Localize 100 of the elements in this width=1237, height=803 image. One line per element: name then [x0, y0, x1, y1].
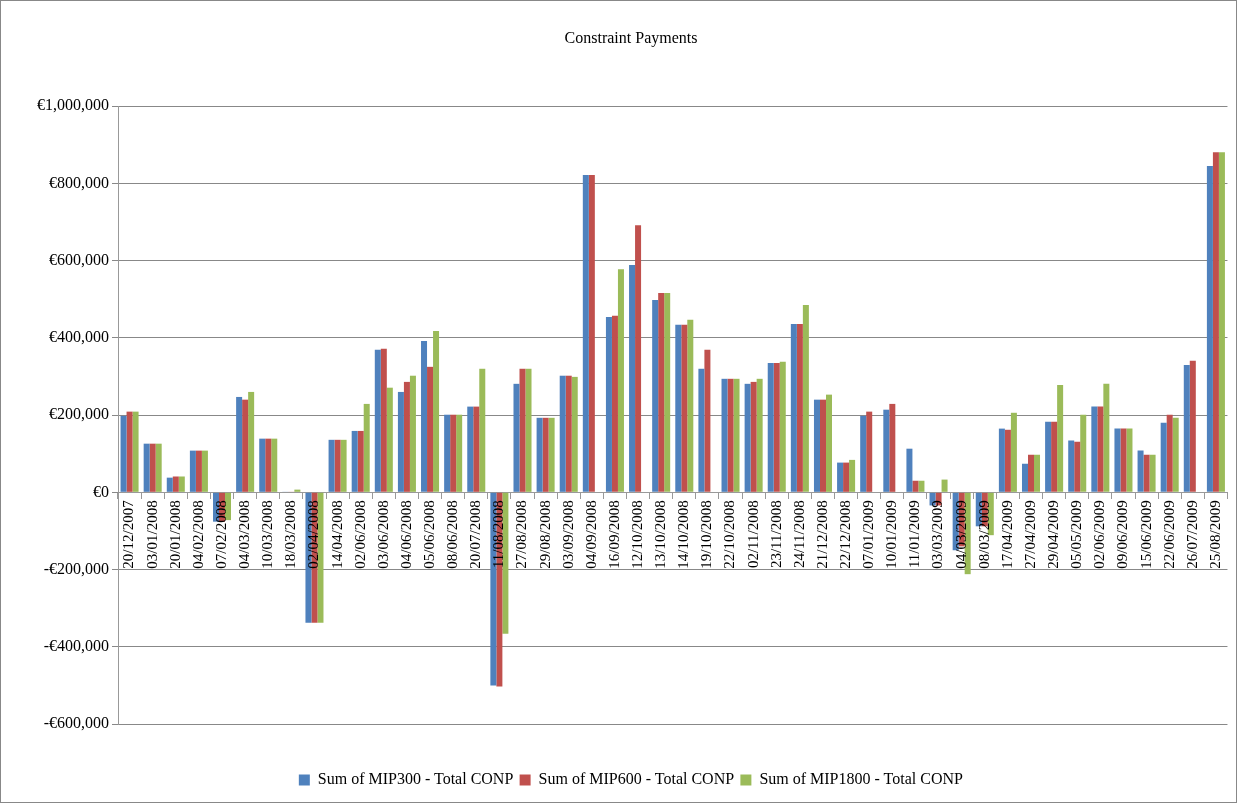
bar: [998, 428, 1005, 492]
bar: [189, 450, 196, 492]
bar: [837, 462, 844, 492]
bar: [767, 362, 774, 492]
x-tick-label: 04/03/2008: [236, 500, 253, 569]
bar: [374, 349, 381, 492]
bar: [1149, 454, 1156, 492]
bar: [790, 323, 797, 492]
y-tick-label: €0: [93, 482, 109, 500]
bar: [727, 378, 734, 492]
y-tick-label: €600,000: [49, 250, 109, 268]
x-tick-label: 07/02/2008: [212, 500, 229, 569]
bar: [1051, 421, 1058, 492]
bar: [796, 323, 803, 492]
bar: [1120, 428, 1127, 492]
bar: [1057, 384, 1064, 492]
bar: [1172, 417, 1179, 492]
x-tick-label: 07/01/2009: [860, 500, 877, 569]
x-tick-label: 20/12/2007: [120, 499, 137, 569]
bar: [433, 330, 440, 492]
bar: [351, 430, 358, 492]
x-tick-label: 27/04/2009: [1021, 500, 1038, 569]
x-tick-label: 11/08/2008: [490, 500, 507, 569]
bar: [582, 174, 589, 492]
bar: [380, 348, 387, 492]
bar: [588, 174, 595, 492]
bar: [317, 492, 324, 623]
bar: [849, 459, 856, 492]
x-tick-label: 02/06/2008: [351, 500, 368, 569]
bar: [843, 462, 850, 492]
bar: [473, 406, 480, 492]
x-tick-label: 12/10/2008: [629, 500, 645, 569]
bar: [265, 438, 272, 492]
bar: [773, 362, 780, 492]
x-tick-label: 10/03/2008: [259, 500, 276, 569]
bar: [941, 479, 948, 492]
bar: [467, 406, 474, 492]
bar: [1160, 422, 1167, 492]
bar: [271, 438, 278, 492]
x-tick-label: 05/05/2009: [1068, 500, 1085, 569]
bar: [513, 383, 520, 492]
bar: [536, 417, 543, 492]
bar: [704, 349, 711, 492]
bar: [1137, 450, 1144, 492]
bar: [328, 439, 335, 492]
bar: [444, 414, 451, 492]
bar: [611, 315, 618, 492]
bar: [294, 489, 301, 492]
x-tick-label: 09/06/2009: [1114, 500, 1131, 569]
bar: [889, 403, 896, 492]
x-tick-label: 14/10/2008: [675, 500, 692, 569]
bar: [248, 391, 255, 492]
bar: [912, 480, 919, 492]
bar: [721, 378, 728, 492]
bar: [548, 417, 555, 492]
x-tick-label: 02/04/2008: [305, 500, 322, 569]
bar: [126, 411, 133, 492]
x-tick-label: 08/06/2008: [444, 500, 461, 569]
chart-title: Constraint Payments: [564, 28, 698, 47]
bar: [652, 300, 659, 492]
bar: [733, 378, 740, 492]
bar: [658, 293, 665, 492]
bar: [166, 477, 173, 492]
x-tick-label: 16/09/2008: [605, 500, 622, 569]
x-tick-label: 22/06/2009: [1160, 500, 1177, 569]
bar: [664, 293, 671, 492]
bar: [687, 319, 694, 492]
bar: [132, 411, 139, 492]
x-tick-label: 04/02/2008: [189, 500, 206, 569]
y-tick-label: €200,000: [49, 405, 109, 423]
bar: [819, 399, 826, 492]
x-tick-label: 08/03/2009: [975, 500, 992, 569]
x-tick-label: 19/10/2008: [698, 500, 715, 569]
bar: [1114, 428, 1121, 492]
bar: [242, 399, 249, 492]
x-tick-label: 03/09/2008: [559, 500, 576, 569]
bar: [883, 409, 890, 492]
x-tick-label: 29/04/2009: [1045, 500, 1062, 569]
bar: [1034, 454, 1041, 492]
bar: [1010, 412, 1017, 492]
bar: [744, 383, 751, 492]
bar: [1028, 454, 1035, 492]
x-tick-label: 11/01/2009: [906, 500, 923, 569]
bar: [565, 375, 572, 492]
bar: [964, 492, 971, 575]
bar: [1183, 364, 1190, 492]
bar: [756, 378, 763, 492]
x-tick-label: 10/01/2009: [883, 500, 900, 569]
bar: [559, 375, 566, 492]
bar: [340, 439, 347, 492]
bar: [629, 264, 636, 492]
y-tick-label: €800,000: [49, 173, 109, 191]
x-tick-label: 14/04/2008: [328, 500, 345, 569]
bar: [802, 305, 809, 492]
bar: [1021, 463, 1028, 492]
x-tick-label: 04/06/2008: [397, 500, 414, 569]
bar: [1103, 383, 1110, 492]
x-tick-label: 13/10/2008: [652, 500, 669, 569]
bar: [866, 411, 873, 492]
bar: [1166, 414, 1173, 492]
